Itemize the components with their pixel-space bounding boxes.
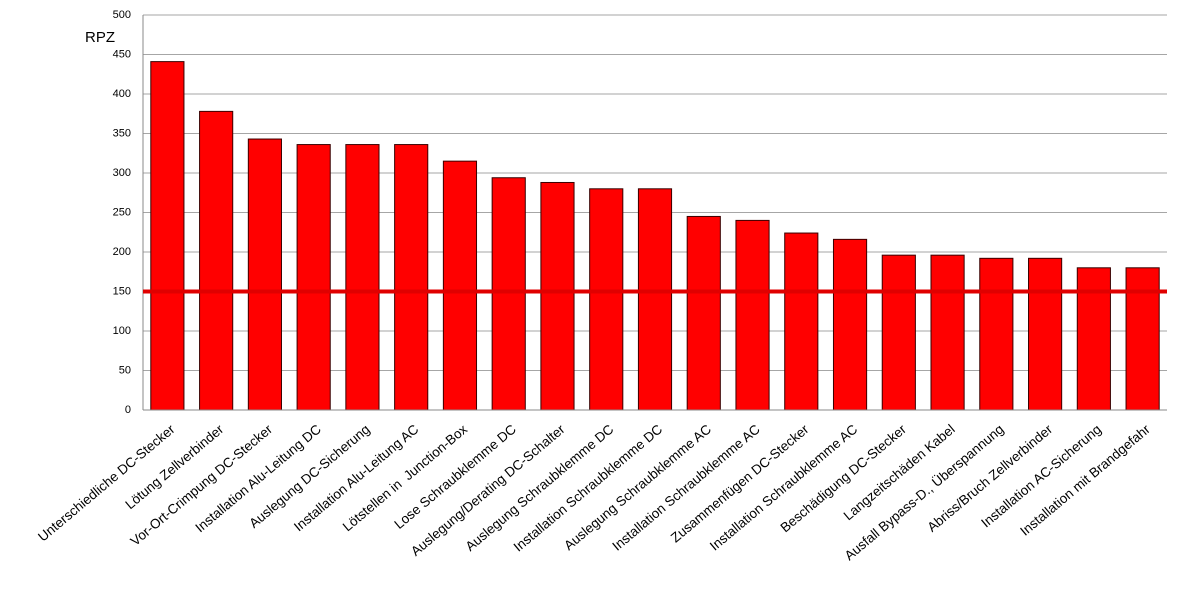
bar xyxy=(1125,267,1160,411)
y-tick-label: 100 xyxy=(113,325,131,337)
bar xyxy=(1028,257,1063,411)
bar xyxy=(832,238,868,411)
y-tick-label: 150 xyxy=(113,285,131,297)
bar xyxy=(442,160,478,411)
bar xyxy=(394,144,429,411)
bar xyxy=(784,232,819,411)
bar xyxy=(247,138,282,411)
bar xyxy=(491,177,526,411)
bar xyxy=(150,61,185,411)
bar xyxy=(979,257,1014,411)
bar xyxy=(637,188,673,411)
bar xyxy=(345,144,380,411)
bar xyxy=(686,215,721,411)
y-tick-label: 450 xyxy=(113,48,131,60)
y-tick-label: 200 xyxy=(113,246,131,258)
bar xyxy=(735,219,770,411)
bar xyxy=(296,144,331,411)
y-tick-label: 400 xyxy=(113,88,131,100)
y-tick-label: 300 xyxy=(113,167,131,179)
bar xyxy=(199,110,234,411)
y-tick-label: 350 xyxy=(113,127,131,139)
y-tick-label: 500 xyxy=(113,9,131,21)
bar xyxy=(540,181,575,411)
bar xyxy=(1076,267,1111,411)
y-axis-label: RPZ xyxy=(85,29,115,46)
y-tick-label: 50 xyxy=(119,364,131,376)
y-tick-label: 0 xyxy=(125,404,131,416)
bar xyxy=(930,254,965,411)
bar xyxy=(589,188,624,411)
y-tick-label: 250 xyxy=(113,206,131,218)
bar xyxy=(881,254,916,411)
